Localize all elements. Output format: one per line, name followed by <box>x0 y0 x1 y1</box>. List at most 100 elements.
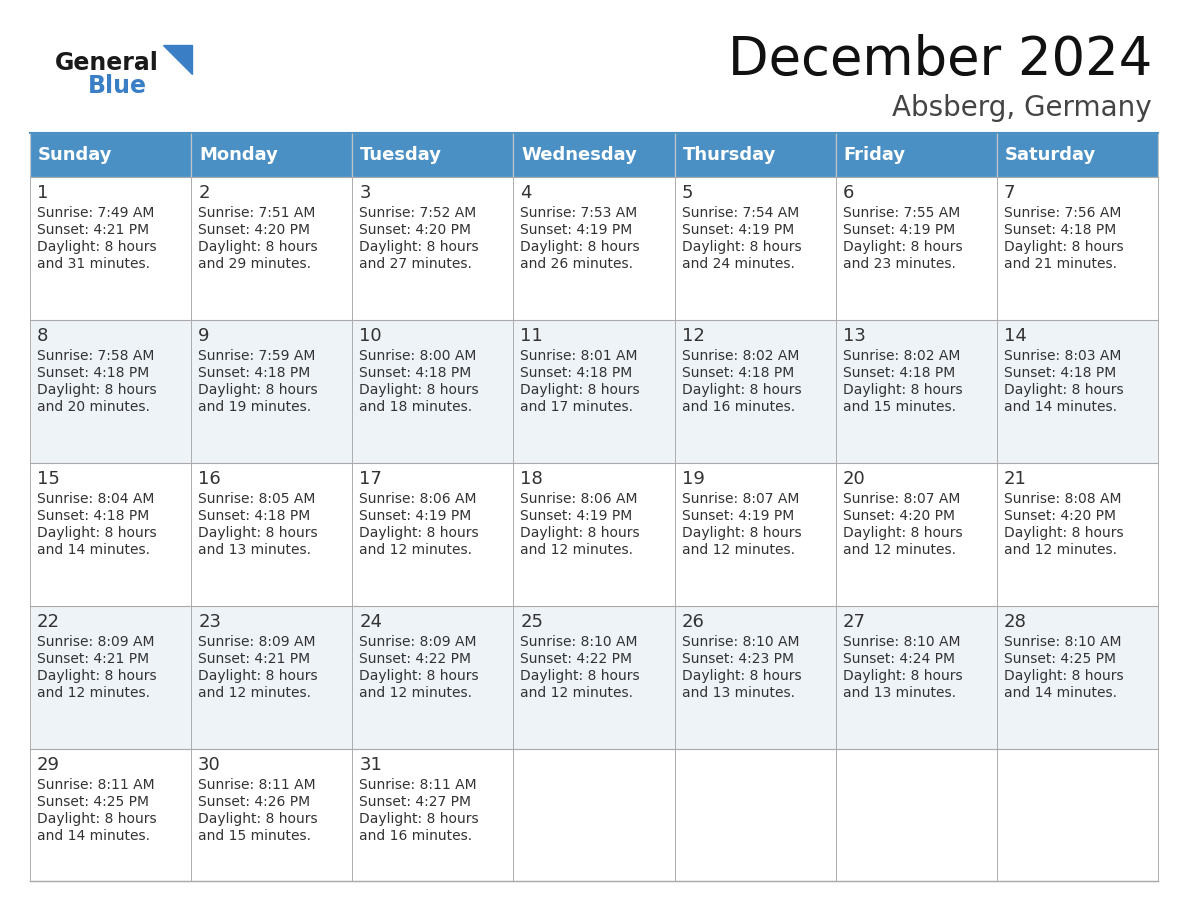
Text: Sunrise: 8:06 AM: Sunrise: 8:06 AM <box>359 492 476 506</box>
Text: Sunrise: 8:09 AM: Sunrise: 8:09 AM <box>37 635 154 649</box>
Text: Sunset: 4:20 PM: Sunset: 4:20 PM <box>842 509 955 523</box>
Text: Daylight: 8 hours: Daylight: 8 hours <box>520 240 640 254</box>
Text: Sunrise: 8:11 AM: Sunrise: 8:11 AM <box>198 778 316 792</box>
Text: 21: 21 <box>1004 470 1026 488</box>
Text: Sunset: 4:18 PM: Sunset: 4:18 PM <box>37 509 150 523</box>
Text: Sunset: 4:27 PM: Sunset: 4:27 PM <box>359 795 472 809</box>
Text: Daylight: 8 hours: Daylight: 8 hours <box>1004 383 1124 397</box>
Text: Sunset: 4:18 PM: Sunset: 4:18 PM <box>359 366 472 380</box>
Text: and 14 minutes.: and 14 minutes. <box>37 829 150 843</box>
Text: 2: 2 <box>198 184 209 202</box>
Text: Sunrise: 7:51 AM: Sunrise: 7:51 AM <box>198 206 316 220</box>
Text: 7: 7 <box>1004 184 1016 202</box>
Text: Daylight: 8 hours: Daylight: 8 hours <box>359 240 479 254</box>
Text: Sunrise: 8:10 AM: Sunrise: 8:10 AM <box>520 635 638 649</box>
Text: December 2024: December 2024 <box>728 34 1152 86</box>
Text: and 14 minutes.: and 14 minutes. <box>1004 686 1117 700</box>
Text: Sunrise: 8:03 AM: Sunrise: 8:03 AM <box>1004 349 1121 363</box>
Text: Sunrise: 7:59 AM: Sunrise: 7:59 AM <box>198 349 316 363</box>
Bar <box>353 177 513 320</box>
Text: Daylight: 8 hours: Daylight: 8 hours <box>198 240 317 254</box>
Text: Sunrise: 8:09 AM: Sunrise: 8:09 AM <box>198 635 316 649</box>
Text: 28: 28 <box>1004 613 1026 631</box>
Text: and 26 minutes.: and 26 minutes. <box>520 257 633 271</box>
Bar <box>675 133 835 177</box>
Text: Daylight: 8 hours: Daylight: 8 hours <box>842 240 962 254</box>
Text: and 16 minutes.: and 16 minutes. <box>682 400 795 414</box>
Bar <box>353 606 513 749</box>
Bar <box>30 749 191 881</box>
Text: Daylight: 8 hours: Daylight: 8 hours <box>520 526 640 540</box>
Bar <box>675 320 835 463</box>
Text: Absberg, Germany: Absberg, Germany <box>892 94 1152 122</box>
Text: and 19 minutes.: and 19 minutes. <box>198 400 311 414</box>
Bar <box>191 133 353 177</box>
Bar <box>513 606 675 749</box>
Text: Sunrise: 8:10 AM: Sunrise: 8:10 AM <box>1004 635 1121 649</box>
Text: Sunrise: 7:52 AM: Sunrise: 7:52 AM <box>359 206 476 220</box>
Text: and 23 minutes.: and 23 minutes. <box>842 257 955 271</box>
Text: 14: 14 <box>1004 327 1026 345</box>
Text: Sunrise: 8:02 AM: Sunrise: 8:02 AM <box>682 349 800 363</box>
Text: Sunset: 4:23 PM: Sunset: 4:23 PM <box>682 652 794 666</box>
Text: Daylight: 8 hours: Daylight: 8 hours <box>682 240 801 254</box>
Text: Sunset: 4:19 PM: Sunset: 4:19 PM <box>520 509 633 523</box>
Bar <box>835 463 997 606</box>
Text: Daylight: 8 hours: Daylight: 8 hours <box>842 526 962 540</box>
Text: Sunrise: 8:11 AM: Sunrise: 8:11 AM <box>359 778 476 792</box>
Bar <box>997 133 1158 177</box>
Bar <box>513 133 675 177</box>
Text: and 12 minutes.: and 12 minutes. <box>682 543 795 557</box>
Text: and 21 minutes.: and 21 minutes. <box>1004 257 1117 271</box>
Text: 18: 18 <box>520 470 543 488</box>
Text: Sunset: 4:18 PM: Sunset: 4:18 PM <box>198 366 310 380</box>
Text: Sunrise: 8:07 AM: Sunrise: 8:07 AM <box>682 492 800 506</box>
Polygon shape <box>163 45 192 74</box>
Text: Sunset: 4:20 PM: Sunset: 4:20 PM <box>359 223 472 237</box>
Text: Sunrise: 8:10 AM: Sunrise: 8:10 AM <box>842 635 960 649</box>
Text: Sunrise: 8:04 AM: Sunrise: 8:04 AM <box>37 492 154 506</box>
Text: 4: 4 <box>520 184 532 202</box>
Bar <box>353 749 513 881</box>
Bar <box>997 177 1158 320</box>
Text: 22: 22 <box>37 613 61 631</box>
Text: 11: 11 <box>520 327 543 345</box>
Text: and 12 minutes.: and 12 minutes. <box>842 543 955 557</box>
Text: Sunset: 4:18 PM: Sunset: 4:18 PM <box>520 366 633 380</box>
Text: 23: 23 <box>198 613 221 631</box>
Text: Sunrise: 7:54 AM: Sunrise: 7:54 AM <box>682 206 798 220</box>
Text: 17: 17 <box>359 470 383 488</box>
Bar <box>835 606 997 749</box>
Text: and 12 minutes.: and 12 minutes. <box>520 543 633 557</box>
Bar <box>30 463 191 606</box>
Text: Sunrise: 7:55 AM: Sunrise: 7:55 AM <box>842 206 960 220</box>
Bar <box>835 749 997 881</box>
Text: and 18 minutes.: and 18 minutes. <box>359 400 473 414</box>
Text: 13: 13 <box>842 327 866 345</box>
Text: 10: 10 <box>359 327 381 345</box>
Text: Daylight: 8 hours: Daylight: 8 hours <box>682 526 801 540</box>
Text: and 20 minutes.: and 20 minutes. <box>37 400 150 414</box>
Bar <box>675 177 835 320</box>
Bar <box>30 606 191 749</box>
Text: Daylight: 8 hours: Daylight: 8 hours <box>37 383 157 397</box>
Text: Daylight: 8 hours: Daylight: 8 hours <box>37 240 157 254</box>
Text: and 13 minutes.: and 13 minutes. <box>842 686 955 700</box>
Text: Sunset: 4:21 PM: Sunset: 4:21 PM <box>37 652 150 666</box>
Text: Daylight: 8 hours: Daylight: 8 hours <box>1004 526 1124 540</box>
Bar <box>675 606 835 749</box>
Text: Sunset: 4:18 PM: Sunset: 4:18 PM <box>682 366 794 380</box>
Text: Sunset: 4:20 PM: Sunset: 4:20 PM <box>198 223 310 237</box>
Text: Sunset: 4:25 PM: Sunset: 4:25 PM <box>1004 652 1116 666</box>
Text: and 15 minutes.: and 15 minutes. <box>198 829 311 843</box>
Text: 9: 9 <box>198 327 209 345</box>
Bar <box>30 133 191 177</box>
Text: Sunset: 4:19 PM: Sunset: 4:19 PM <box>359 509 472 523</box>
Text: Daylight: 8 hours: Daylight: 8 hours <box>1004 669 1124 683</box>
Bar <box>191 177 353 320</box>
Bar <box>835 133 997 177</box>
Text: 8: 8 <box>37 327 49 345</box>
Text: Daylight: 8 hours: Daylight: 8 hours <box>359 526 479 540</box>
Bar <box>191 463 353 606</box>
Text: and 12 minutes.: and 12 minutes. <box>1004 543 1117 557</box>
